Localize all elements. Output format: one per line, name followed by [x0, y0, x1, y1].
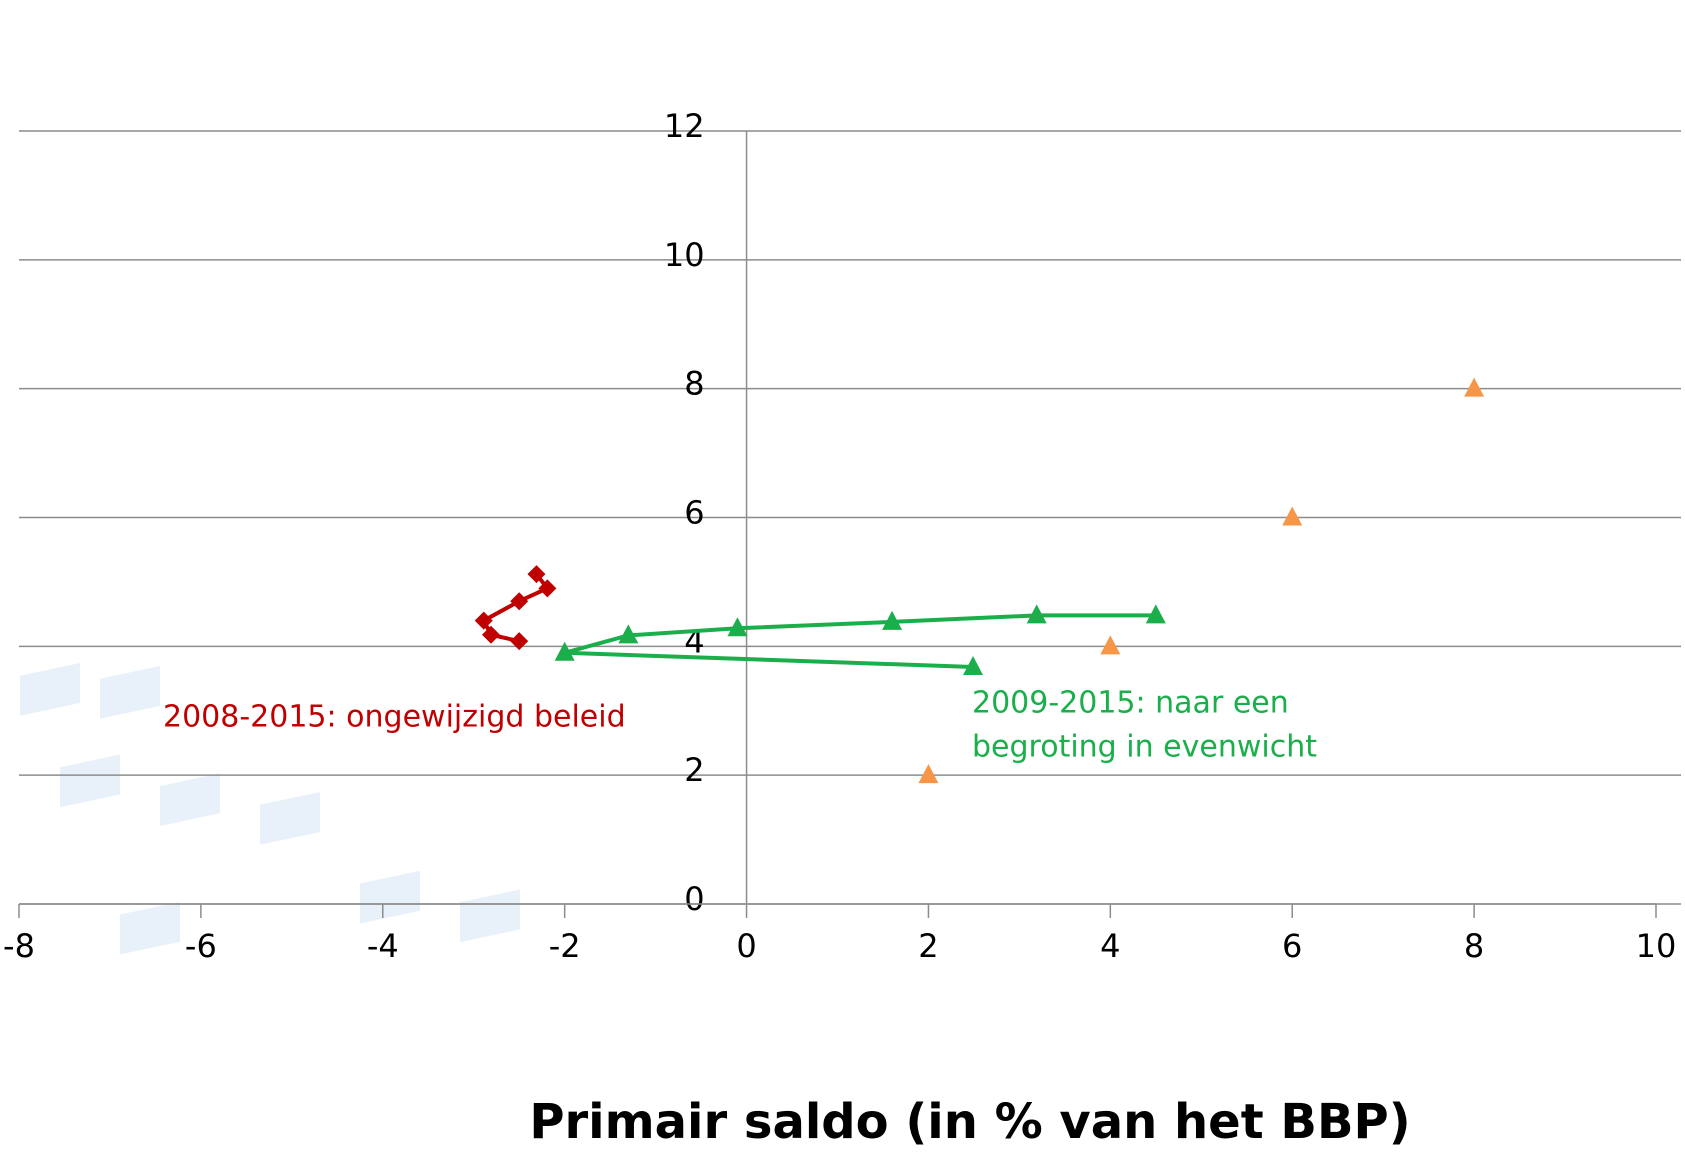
x-tick-label: -8: [3, 927, 35, 965]
x-tick-label: -2: [549, 927, 581, 965]
marker: [1026, 604, 1047, 624]
marker: [618, 624, 639, 644]
x-tick-label: 4: [1100, 927, 1120, 965]
y-tick-label: 0: [684, 880, 704, 918]
x-tick-label: 8: [1464, 927, 1484, 965]
marker: [1282, 506, 1303, 526]
y-tick-label: 6: [684, 494, 704, 532]
marker: [963, 655, 984, 675]
y-tick-label: 8: [684, 365, 704, 403]
marker: [474, 611, 493, 630]
annotation: 2008-2015: ongewijzigd beleid: [163, 700, 626, 735]
marker: [1100, 635, 1121, 655]
y-tick-label: 12: [664, 107, 705, 145]
annotation: begroting in evenwicht: [972, 730, 1317, 765]
marker: [727, 617, 748, 637]
x-tick-label: 0: [736, 927, 756, 965]
marker: [554, 641, 575, 661]
marker: [538, 579, 557, 598]
marker: [1464, 377, 1485, 397]
y-tick-label: 2: [684, 751, 704, 789]
marker: [482, 625, 501, 644]
annotation: 2009-2015: naar een: [972, 686, 1289, 721]
marker: [882, 610, 903, 630]
marker: [918, 764, 939, 784]
marker: [527, 565, 546, 584]
x-tick-label: -6: [185, 927, 217, 965]
x-tick-label: -4: [367, 927, 399, 965]
marker: [510, 592, 529, 611]
marker: [510, 632, 529, 651]
y-tick-label: 4: [684, 622, 704, 660]
series-line: [562, 613, 1156, 669]
x-tick-label: 10: [1636, 927, 1677, 965]
x-axis-title: Primair saldo (in % van het BBP): [529, 1094, 1410, 1150]
background-decor: [20, 662, 520, 955]
x-tick-label: 2: [918, 927, 938, 965]
marker: [1145, 604, 1166, 624]
x-tick-label: 6: [1282, 927, 1302, 965]
y-tick-label: 10: [664, 236, 705, 274]
